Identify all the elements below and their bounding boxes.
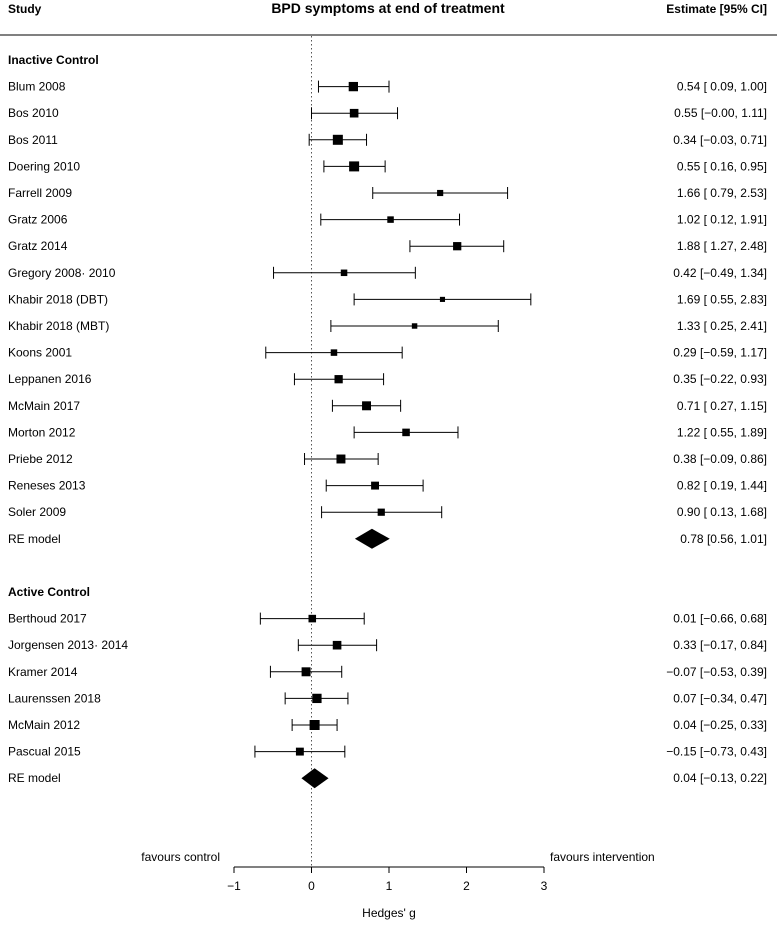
- x-axis-ticks: −1 0 1 2 3: [227, 867, 548, 893]
- study-label: Pascual 2015: [8, 745, 81, 759]
- point-estimate-square: [439, 296, 446, 302]
- point-estimate-square: [349, 161, 360, 172]
- point-estimate-square: [295, 747, 304, 756]
- study-estimate-text: 1.66 [ 0.79, 2.53]: [677, 186, 767, 200]
- point-estimate-square: [437, 189, 444, 197]
- x-tick-label: −1: [227, 879, 241, 893]
- study-label: Kramer 2014: [8, 665, 78, 679]
- study-label: Bos 2010: [8, 106, 59, 120]
- study-label: Laurenssen 2018: [8, 691, 101, 705]
- point-estimate-square: [309, 720, 320, 730]
- study-estimate-text: 0.82 [ 0.19, 1.44]: [677, 479, 767, 493]
- study-label: Doering 2010: [8, 159, 80, 173]
- study-label: Berthoud 2017: [8, 612, 87, 626]
- study-label: Khabir 2018 (DBT): [8, 292, 108, 306]
- study-estimate-text: 0.42 [−0.49, 1.34]: [673, 266, 767, 280]
- study-estimate-text: 1.88 [ 1.27, 2.48]: [677, 239, 767, 253]
- point-estimate-square: [349, 108, 359, 118]
- favours-control-annotation: favours control: [141, 850, 220, 864]
- summary-diamond: [354, 528, 390, 549]
- summary-diamond: [301, 768, 329, 789]
- point-estimate-square: [453, 242, 462, 251]
- point-estimate-square: [371, 481, 379, 490]
- study-label: Gregory 2008· 2010: [8, 266, 116, 280]
- point-estimate-square: [330, 349, 338, 356]
- re-model-estimate-text: 0.04 [−0.13, 0.22]: [673, 771, 767, 785]
- study-estimate-text: 0.71 [ 0.27, 1.15]: [677, 399, 767, 413]
- point-estimate-square: [308, 614, 317, 623]
- study-estimate-text: 1.22 [ 0.55, 1.89]: [677, 425, 767, 439]
- study-estimate-text: 1.02 [ 0.12, 1.91]: [677, 213, 767, 227]
- study-label: Khabir 2018 (MBT): [8, 319, 109, 333]
- point-estimate-square: [348, 81, 358, 92]
- re-model-label: RE model: [8, 532, 61, 546]
- study-label: Leppanen 2016: [8, 372, 92, 386]
- study-estimate-text: 0.34 [−0.03, 0.71]: [673, 133, 767, 147]
- study-label: Reneses 2013: [8, 479, 86, 493]
- study-estimate-text: 0.33 [−0.17, 0.84]: [673, 638, 767, 652]
- study-label: McMain 2012: [8, 718, 80, 732]
- point-estimate-square: [336, 454, 346, 464]
- point-estimate-square: [301, 667, 311, 677]
- group-heading: Active Control: [8, 585, 90, 599]
- point-estimate-square: [334, 375, 343, 384]
- study-label: Priebe 2012: [8, 452, 73, 466]
- study-estimate-text: 0.04 [−0.25, 0.33]: [673, 718, 767, 732]
- study-estimate-text: 0.90 [ 0.13, 1.68]: [677, 505, 767, 519]
- x-tick-label: 3: [541, 879, 548, 893]
- point-estimate-square: [340, 269, 348, 277]
- point-estimate-square: [377, 508, 385, 516]
- point-estimate-square: [332, 640, 342, 650]
- study-estimate-text: 0.54 [ 0.09, 1.00]: [677, 80, 767, 94]
- point-estimate-square: [411, 323, 418, 329]
- header-estimate: Estimate [95% CI]: [666, 2, 767, 16]
- study-estimate-text: 0.55 [−0.00, 1.11]: [674, 106, 767, 120]
- study-label: Gratz 2014: [8, 239, 68, 253]
- group-heading: Inactive Control: [8, 53, 99, 67]
- x-tick-label: 1: [386, 879, 393, 893]
- study-label: Blum 2008: [8, 80, 66, 94]
- study-estimate-text: −0.15 [−0.73, 0.43]: [666, 745, 767, 759]
- study-label: Bos 2011: [8, 133, 58, 147]
- point-estimate-square: [312, 693, 322, 704]
- study-label: Farrell 2009: [8, 186, 72, 200]
- x-tick-label: 2: [463, 879, 470, 893]
- study-estimate-text: 1.69 [ 0.55, 2.83]: [677, 292, 767, 306]
- point-estimate-square: [402, 428, 410, 437]
- re-model-estimate-text: 0.78 [0.56, 1.01]: [680, 532, 767, 546]
- re-model-label: RE model: [8, 771, 61, 785]
- study-estimate-text: 1.33 [ 0.25, 2.41]: [677, 319, 767, 333]
- header-study: Study: [8, 2, 42, 16]
- point-estimate-square: [362, 401, 371, 411]
- study-label: Morton 2012: [8, 425, 76, 439]
- rows-layer: Inactive Control Blum 2008 0.54 [ 0.09, 1.…: [8, 53, 767, 789]
- point-estimate-square: [387, 216, 394, 223]
- study-label: Jorgensen 2013· 2014: [8, 638, 128, 652]
- study-label: Soler 2009: [8, 505, 66, 519]
- study-estimate-text: 0.07 [−0.34, 0.47]: [673, 691, 767, 705]
- study-estimate-text: 0.38 [−0.09, 0.86]: [673, 452, 767, 466]
- favours-intervention-annotation: favours intervention: [550, 850, 655, 864]
- study-estimate-text: 0.29 [−0.59, 1.17]: [673, 346, 767, 360]
- x-tick-label: 0: [308, 879, 315, 893]
- point-estimate-square: [332, 134, 343, 145]
- study-label: McMain 2017: [8, 399, 80, 413]
- chart-title: BPD symptoms at end of treatment: [271, 0, 505, 16]
- x-axis-label: Hedges' g: [362, 906, 416, 920]
- study-estimate-text: −0.07 [−0.53, 0.39]: [666, 665, 767, 679]
- study-label: Koons 2001: [8, 346, 72, 360]
- study-label: Gratz 2006: [8, 213, 68, 227]
- study-estimate-text: 0.01 [−0.66, 0.68]: [673, 612, 767, 626]
- study-estimate-text: 0.35 [−0.22, 0.93]: [673, 372, 767, 386]
- study-estimate-text: 0.55 [ 0.16, 0.95]: [677, 159, 767, 173]
